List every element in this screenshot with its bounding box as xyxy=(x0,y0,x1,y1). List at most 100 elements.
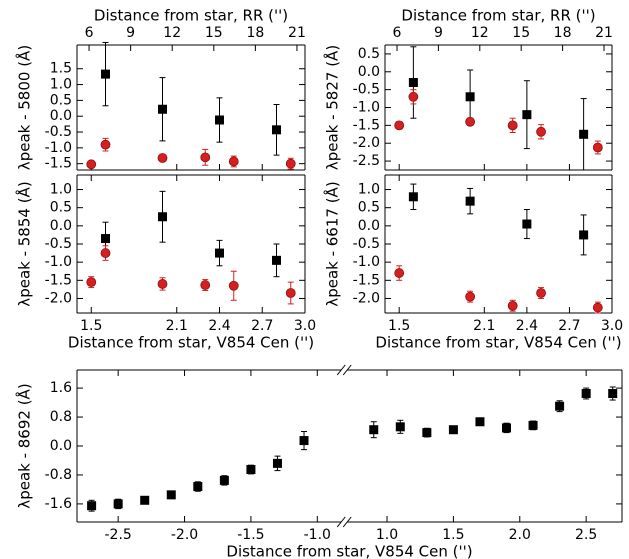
y-tick-label: 1.5 xyxy=(50,61,72,77)
y-tick-label: 0.5 xyxy=(358,200,380,216)
y-tick-label: -2.5 xyxy=(353,153,380,169)
x-tick-label: -1.5 xyxy=(237,527,264,543)
marker xyxy=(285,288,296,298)
marker xyxy=(272,255,281,265)
y-tick-label: -0.8 xyxy=(45,467,72,483)
marker xyxy=(86,159,97,170)
y-tick-label: 1.0 xyxy=(50,77,72,93)
marker xyxy=(581,389,591,399)
y-tick-label: -1.0 xyxy=(353,254,380,270)
x2-tick-label: 15 xyxy=(512,25,530,41)
marker xyxy=(140,495,150,505)
y-tick-label: -2.0 xyxy=(353,135,380,151)
x2-tick-label: 15 xyxy=(205,25,223,41)
marker xyxy=(219,475,229,485)
x-tick-label: 3.0 xyxy=(601,318,623,334)
marker xyxy=(215,115,224,125)
marker xyxy=(285,158,296,169)
marker xyxy=(100,248,111,258)
x-tick-label: 1.5 xyxy=(442,527,464,543)
marker xyxy=(408,78,418,87)
x-tick-label: 2.5 xyxy=(575,527,597,543)
marker xyxy=(475,417,485,427)
marker xyxy=(502,423,511,433)
y-axis-label: λpeak - 5854 (Å) xyxy=(15,181,34,306)
y-tick-label: -0.5 xyxy=(353,236,380,252)
marker xyxy=(272,125,281,135)
marker xyxy=(555,401,565,411)
x-tick-label: 2.7 xyxy=(558,318,580,334)
marker xyxy=(157,153,168,163)
y-tick-label: 1.0 xyxy=(358,182,380,198)
x2-tick-label: 18 xyxy=(554,25,572,41)
marker xyxy=(536,288,546,298)
x-tick-label: 2.4 xyxy=(208,318,230,334)
x-tick-label: 1.0 xyxy=(376,527,398,543)
marker xyxy=(422,428,432,438)
marker xyxy=(522,110,532,120)
marker xyxy=(465,92,475,102)
marker xyxy=(158,104,167,114)
x2-tick-label: 9 xyxy=(126,25,135,41)
x-tick-label: -1.0 xyxy=(304,527,331,543)
y-tick-label: 1.6 xyxy=(50,380,72,396)
x2-axis-label: Distance from star, RR ('') xyxy=(94,7,288,25)
y-axis-label: λpeak - 8692 (Å) xyxy=(15,383,34,508)
x-tick-label: 2.1 xyxy=(473,318,495,334)
x2-tick-label: 9 xyxy=(434,25,443,41)
x-axis-label: Distance from star, V854 Cen ('') xyxy=(226,543,472,559)
x-tick-label: 2.7 xyxy=(251,318,273,334)
marker xyxy=(579,230,589,240)
marker xyxy=(592,142,603,153)
y-tick-label: -0.5 xyxy=(45,236,72,252)
marker xyxy=(215,248,224,258)
y-axis-label: λpeak - 6617 (Å) xyxy=(323,181,342,306)
x-tick-label: -2.0 xyxy=(171,527,198,543)
marker xyxy=(522,219,532,229)
y-tick-label: -1.0 xyxy=(353,100,380,116)
marker xyxy=(87,501,97,511)
marker xyxy=(86,277,97,288)
x2-tick-label: 12 xyxy=(471,25,489,41)
marker xyxy=(608,389,618,399)
marker xyxy=(394,120,405,131)
marker xyxy=(408,192,418,202)
y-tick-label: -1.5 xyxy=(353,272,380,288)
marker xyxy=(272,458,282,468)
marker xyxy=(228,280,239,291)
y-tick-label: -0.5 xyxy=(353,82,380,98)
x2-tick-label: 6 xyxy=(393,25,402,41)
y-tick-label: 0.0 xyxy=(50,108,72,124)
marker xyxy=(200,152,211,163)
axis-break xyxy=(336,516,346,528)
marker xyxy=(448,425,458,435)
y-tick-label: 0.0 xyxy=(50,438,72,454)
marker xyxy=(395,422,405,432)
x2-tick-label: 6 xyxy=(85,25,94,41)
axis-break xyxy=(342,516,352,528)
y-tick-label: 0.5 xyxy=(50,200,72,216)
marker xyxy=(200,280,211,290)
marker xyxy=(246,465,256,475)
marker xyxy=(579,129,589,139)
x-tick-label: 2.4 xyxy=(516,318,538,334)
marker xyxy=(592,302,603,313)
axis-break xyxy=(336,364,346,376)
y-tick-label: -1.5 xyxy=(353,117,380,133)
y-axis-label: λpeak - 5800 (Å) xyxy=(15,45,34,170)
marker xyxy=(465,116,476,127)
marker xyxy=(507,120,518,131)
x2-axis-label: Distance from star, RR ('') xyxy=(401,7,595,25)
y-tick-label: 1.0 xyxy=(50,182,72,198)
y-tick-label: 0.0 xyxy=(50,218,72,234)
marker xyxy=(408,91,419,102)
marker xyxy=(228,156,239,167)
x2-tick-label: 21 xyxy=(288,25,306,41)
marker xyxy=(465,196,475,206)
marker xyxy=(193,482,203,492)
y-tick-label: -0.5 xyxy=(45,124,72,140)
x-tick-label: 2.0 xyxy=(509,527,531,543)
axis-break xyxy=(342,364,352,376)
marker xyxy=(528,420,538,430)
